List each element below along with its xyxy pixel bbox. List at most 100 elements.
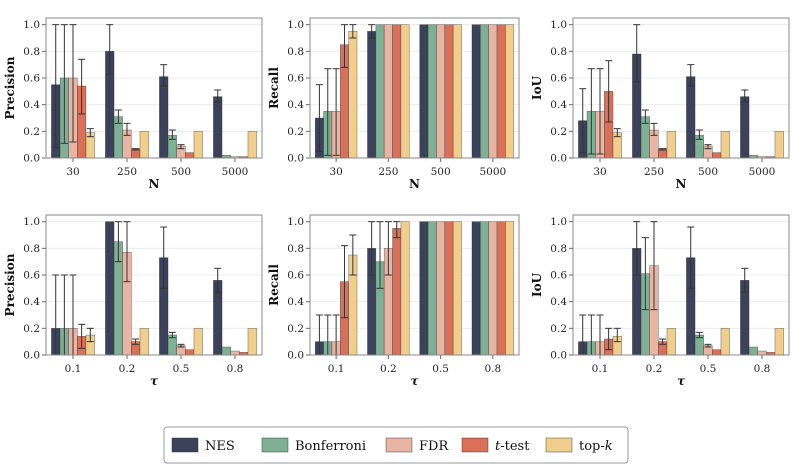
x-axis-label: N: [149, 177, 160, 191]
y-tick-label: 0.6: [23, 270, 40, 282]
y-tick-label: 0.2: [23, 126, 40, 138]
x-tick-label: 0.1: [328, 363, 345, 375]
plot-frame: [309, 214, 520, 356]
bar-t-test-0.8: [496, 221, 506, 356]
x-axis-label: τ: [150, 374, 159, 388]
bar-bonferroni-500: [427, 24, 437, 159]
legend-label-suffix: -test: [500, 439, 530, 454]
bar-nes-0.8: [471, 221, 481, 356]
panel-precision-n: 0.0 0.2 0.4 0.6 0.8 1.0 30 250 500 5000 N Precision: [3, 17, 263, 191]
y-tick-label: 0.2: [287, 323, 304, 335]
plot-frame: [45, 17, 263, 159]
bar-top-k-0.5: [452, 221, 462, 356]
x-tick-label: 0.2: [380, 363, 397, 375]
bar-top-k-0.2: [139, 328, 149, 356]
y-axis-label: Precision: [3, 56, 17, 119]
bar-top-k-5000: [774, 131, 784, 159]
x-tick-label: 0.8: [227, 363, 244, 375]
x-tick-label: 30: [66, 166, 79, 178]
bar-fdr-0.8: [488, 221, 498, 356]
bar-top-k-250: [139, 131, 149, 159]
bar-t-test-250: [392, 24, 402, 159]
x-tick-label: 0.1: [65, 363, 82, 375]
y-tick-label: 0.2: [23, 323, 40, 335]
panel-iou-n: 0.0 0.2 0.4 0.6 0.8 1.0 30 250 500 5000 N IoU: [530, 17, 790, 191]
bar-nes-500: [159, 76, 169, 159]
bar-t-test-500: [712, 152, 722, 159]
legend-entry-top-k: top-k: [545, 437, 613, 454]
x-tick-label: 5000: [749, 166, 776, 178]
x-tick-label: 250: [378, 166, 398, 178]
bar-top-k-5000: [247, 131, 257, 159]
x-tick-label: 500: [431, 166, 451, 178]
legend-label-bonferroni: Bonferroni: [295, 439, 366, 454]
x-axis-label: τ: [410, 374, 419, 388]
bar-top-k-0.8: [247, 328, 257, 356]
bar-bonferroni-0.8: [748, 346, 758, 356]
y-tick-label: 0.4: [550, 99, 567, 111]
y-axis-label: IoU: [530, 75, 544, 100]
panel-recall-tau: 0.0 0.2 0.4 0.6 0.8 1.0 0.1 0.2 0.5 0.8 τ Recall: [267, 214, 520, 388]
legend-label-main: top-: [579, 439, 605, 454]
bar-top-k-0.8: [774, 328, 784, 356]
legend-label-main: Bonferroni: [295, 439, 366, 454]
x-axis-label: τ: [677, 374, 686, 388]
y-tick-label: 1.0: [23, 216, 40, 228]
y-tick-label: 0.6: [550, 73, 567, 85]
x-tick-label: 0.8: [485, 363, 502, 375]
legend-label-main: t: [495, 439, 501, 454]
y-tick-label: 0.0: [287, 153, 304, 165]
bar-fdr-250: [383, 24, 393, 159]
x-tick-label: 0.5: [432, 363, 449, 375]
bar-nes-5000: [740, 96, 750, 159]
y-tick-label: 1.0: [23, 19, 40, 31]
bar-bonferroni-5000: [480, 24, 489, 159]
y-tick-label: 0.0: [287, 350, 304, 362]
x-axis-label: N: [409, 177, 420, 191]
x-tick-label: 5000: [222, 166, 249, 178]
bar-top-k-0.2: [666, 328, 676, 356]
y-tick-label: 0.6: [550, 270, 567, 282]
bar-t-test-0.2: [392, 228, 402, 356]
y-tick-label: 1.0: [550, 216, 567, 228]
x-tick-label: 0.2: [646, 363, 663, 375]
x-tick-label: 500: [698, 166, 718, 178]
legend-swatch-fdr: [385, 437, 413, 453]
bar-top-k-0.2: [400, 221, 410, 356]
legend-label-t-test: t-test: [495, 439, 530, 454]
panel-iou-tau: 0.0 0.2 0.4 0.6 0.8 1.0 0.1 0.2 0.5 0.8 τ IoU: [530, 214, 790, 388]
y-tick-label: 0.0: [550, 153, 567, 165]
bar-fdr-500: [436, 24, 446, 159]
bar-top-k-500: [193, 131, 203, 159]
bar-nes-5000: [213, 96, 223, 159]
bar-fdr-0.8: [230, 350, 240, 356]
legend-entry-t-test: t-test: [461, 437, 530, 454]
y-axis-label: Recall: [267, 67, 281, 109]
x-tick-label: 250: [644, 166, 664, 178]
plot-frame: [309, 17, 520, 159]
y-tick-label: 0.8: [23, 46, 40, 58]
x-tick-label: 0.5: [173, 363, 190, 375]
x-tick-label: 0.1: [592, 363, 609, 375]
y-tick-label: 0.8: [287, 46, 304, 58]
bar-top-k-250: [666, 131, 676, 159]
bar-nes-0.5: [419, 221, 429, 356]
y-tick-label: 0.4: [550, 296, 567, 308]
bar-top-k-500: [720, 131, 730, 159]
plot-frame: [45, 214, 263, 356]
bar-fdr-5000: [488, 24, 498, 159]
y-tick-label: 0.0: [550, 350, 567, 362]
bar-t-test-5000: [496, 24, 506, 159]
bar-top-k-30: [348, 31, 358, 159]
bar-fdr-0.8: [757, 350, 767, 356]
y-tick-label: 0.2: [287, 126, 304, 138]
y-tick-label: 0.4: [23, 296, 40, 308]
legend-swatch-t-test: [461, 437, 489, 453]
bar-nes-500: [419, 24, 429, 159]
x-tick-label: 30: [593, 166, 606, 178]
legend-label-main: NES: [205, 439, 235, 454]
bar-t-test-0.5: [185, 349, 195, 356]
bar-t-test-0.5: [444, 221, 454, 356]
panels: 0.0 0.2 0.4 0.6 0.8 1.0 30 250 500 5000 N Precision…: [3, 17, 790, 388]
